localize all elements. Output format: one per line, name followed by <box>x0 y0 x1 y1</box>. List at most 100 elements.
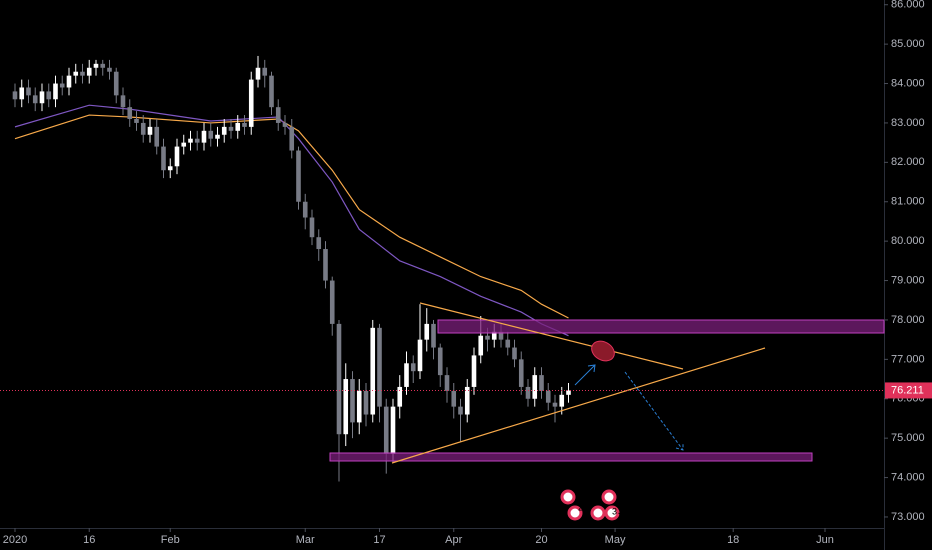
candle-body <box>336 323 342 435</box>
y-tick-label: 84.000 <box>891 77 925 89</box>
x-tick-label: 18 <box>727 534 739 546</box>
candle-body <box>464 386 470 415</box>
candle-body <box>431 323 436 348</box>
candle-body <box>478 335 484 356</box>
support-zone <box>329 452 813 462</box>
y-tick-label: 80.000 <box>891 235 925 247</box>
event-icon <box>590 505 606 521</box>
x-tick-label: Feb <box>161 534 180 546</box>
candle-body <box>46 91 52 100</box>
candle-body <box>525 386 531 399</box>
event-icon <box>560 489 576 505</box>
candle-body <box>228 126 234 131</box>
price-label: 76.211 <box>891 384 924 396</box>
candle-body <box>545 390 551 403</box>
candle-body <box>275 107 281 123</box>
trend-line-upper <box>419 302 684 370</box>
candle-body <box>188 138 193 143</box>
candle-body <box>181 142 187 147</box>
candle-body <box>350 379 355 423</box>
candle-body <box>329 280 335 324</box>
candle-body <box>323 249 328 281</box>
event-icon <box>567 505 583 521</box>
candle-body <box>498 331 504 340</box>
event-icon <box>601 489 617 505</box>
y-tick-label: 73.000 <box>891 511 925 523</box>
candle-body <box>505 339 511 348</box>
candle-body <box>309 217 315 238</box>
candle-body <box>167 166 173 171</box>
candle-body <box>485 335 490 340</box>
candle-body <box>39 91 45 104</box>
candle-body <box>93 63 99 68</box>
event-count: 2 <box>578 502 583 512</box>
resistance-zone <box>437 319 885 334</box>
y-tick-label: 86.000 <box>891 0 925 11</box>
candle-body <box>491 331 497 340</box>
x-tick-label: 2020 <box>3 534 27 546</box>
candle-body <box>363 390 369 415</box>
x-tick-label: Jun <box>816 534 834 546</box>
candle-body <box>134 118 139 123</box>
candle-body <box>397 386 403 407</box>
x-tick-label: 16 <box>83 534 95 546</box>
candle-body <box>53 83 58 100</box>
candle-body <box>19 87 25 100</box>
plot-area <box>12 55 571 482</box>
event-count: 3 <box>612 506 617 516</box>
price-label-box <box>885 382 932 399</box>
candle-body <box>248 79 254 127</box>
moving-average <box>14 104 569 337</box>
candle-body <box>451 390 457 407</box>
candle-body <box>215 134 220 139</box>
y-tick-label: 83.000 <box>891 117 925 129</box>
candle-body <box>377 327 382 407</box>
candle-body <box>424 323 430 340</box>
candle-body <box>12 91 18 100</box>
candle-body <box>289 126 295 151</box>
candle-body <box>140 122 146 135</box>
y-tick-label: 81.000 <box>891 196 925 208</box>
candle-body <box>59 83 65 88</box>
candle-body <box>161 146 166 171</box>
x-tick-label: Apr <box>445 534 462 546</box>
candle-body <box>147 126 153 135</box>
x-tick-label: May <box>605 534 626 546</box>
y-tick-label: 75.000 <box>891 432 925 444</box>
x-tick-label: Mar <box>296 534 315 546</box>
candle-body <box>120 95 126 108</box>
candle-body <box>410 363 416 372</box>
y-tick-label: 85.000 <box>891 38 925 50</box>
candle-body <box>566 390 571 395</box>
candle-body <box>154 126 160 147</box>
candle-body <box>370 327 376 415</box>
y-tick-label: 79.000 <box>891 274 925 286</box>
candle-body <box>127 107 133 119</box>
arrow-up <box>574 364 596 386</box>
candle-body <box>73 71 79 76</box>
y-tick-label: 74.000 <box>891 471 925 483</box>
candle-body <box>518 359 524 387</box>
event-markers: 2 4 3 3 <box>560 486 623 521</box>
candle-body <box>383 406 389 454</box>
candle-body <box>255 67 261 80</box>
highlight-ellipse <box>591 340 615 362</box>
event-count: 4 <box>615 486 620 496</box>
candle-body <box>242 122 247 127</box>
candle-body <box>100 63 106 68</box>
candle-body <box>559 394 565 407</box>
candle-body <box>390 406 396 454</box>
y-tick-label: 78.000 <box>891 314 925 326</box>
y-tick-label: 82.000 <box>891 156 925 168</box>
candle-body <box>458 406 463 415</box>
event-icon <box>604 505 620 521</box>
candle-body <box>343 379 349 435</box>
event-count: 3 <box>618 506 623 516</box>
candle-body <box>201 130 207 143</box>
candle-body <box>532 375 538 399</box>
arrow-down <box>624 371 684 451</box>
candle-body <box>539 375 544 391</box>
candle-body <box>296 150 301 202</box>
